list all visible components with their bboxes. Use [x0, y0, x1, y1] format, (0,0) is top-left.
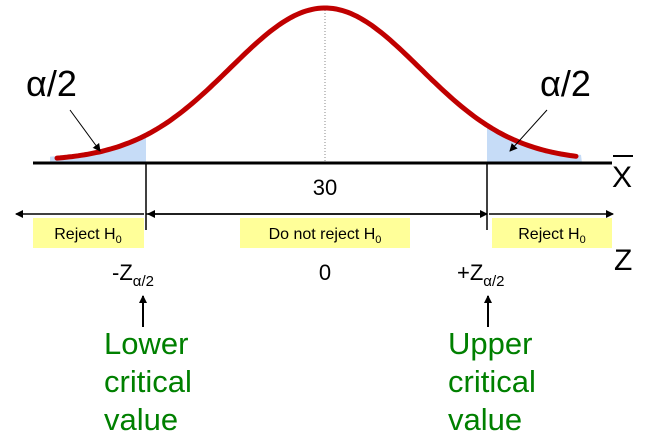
left-alpha-arrow [69, 109, 101, 152]
reject-left-label: Reject H0 [54, 226, 121, 246]
upper-annotation-line: value [448, 402, 522, 437]
reject-right-box [492, 218, 612, 248]
z-label: Z [614, 244, 632, 277]
right-alpha-arrow [509, 109, 548, 152]
lower-annotation-line: Lower [104, 326, 188, 361]
upper-annotation-line: Upper [448, 326, 532, 361]
do-not-reject-label: Do not reject H0 [269, 226, 382, 246]
lower-critical-annotation: Lower critical value [104, 326, 192, 437]
reject-left-box [33, 218, 144, 248]
xbar-center-value: 30 [313, 175, 337, 200]
right-alpha-label: α/2 [540, 63, 591, 104]
do-not-reject-box [240, 218, 410, 248]
left-alpha-label: α/2 [26, 63, 77, 104]
lower-z-label: -Zα/2 [112, 260, 154, 290]
z-center-value: 0 [319, 260, 331, 285]
lower-annotation-line: value [104, 402, 178, 437]
xbar-label: X [612, 161, 632, 194]
upper-annotation-line: critical [448, 364, 536, 399]
upper-z-label: +Zα/2 [457, 260, 504, 290]
upper-critical-annotation: Upper critical value [448, 326, 536, 437]
reject-right-label: Reject H0 [518, 226, 585, 246]
normal-curve [54, 5, 579, 161]
lower-annotation-line: critical [104, 364, 192, 399]
